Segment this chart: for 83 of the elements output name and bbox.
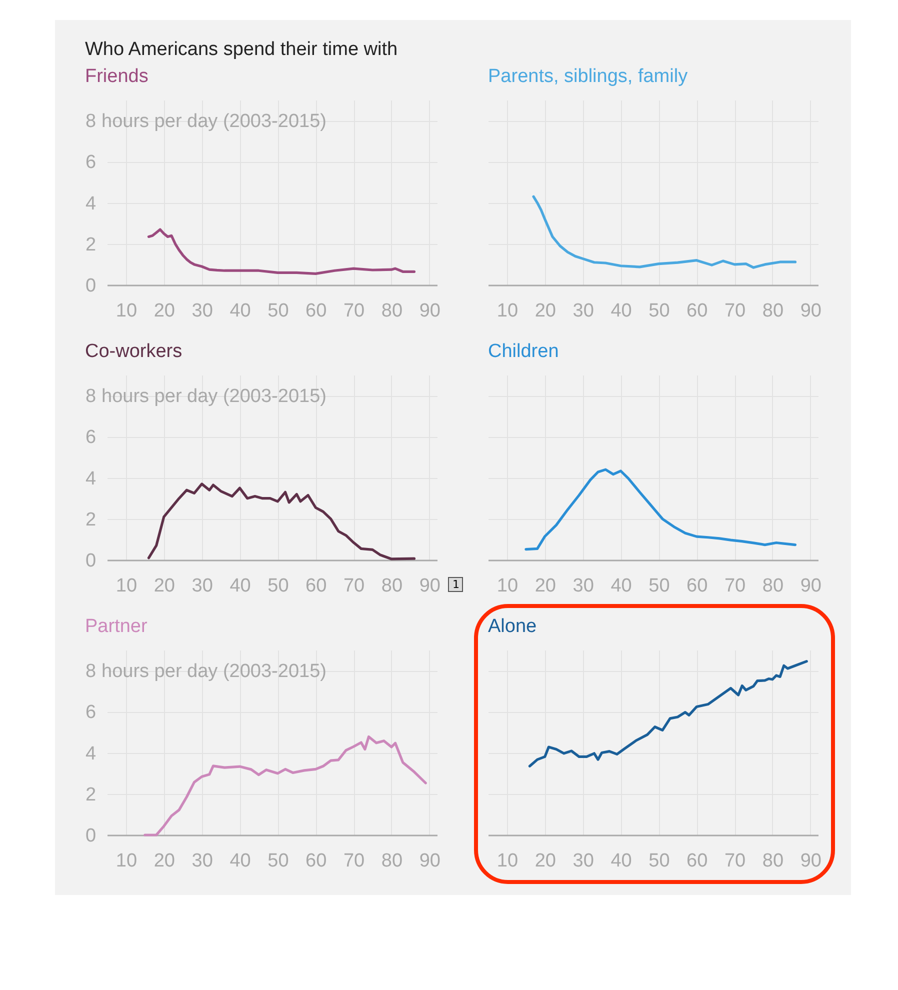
x-tick-label: 60 xyxy=(306,300,327,322)
x-tick-label: 10 xyxy=(496,300,518,322)
chart-title: Parents, siblings, family xyxy=(488,66,688,87)
line-series xyxy=(147,482,416,560)
x-tick-label: 60 xyxy=(306,576,327,596)
y-tick-label: 4 xyxy=(86,193,96,214)
x-tick-label: 50 xyxy=(648,850,670,872)
chart-subtitle: Friends xyxy=(85,66,148,87)
x-tick-label: 40 xyxy=(230,300,251,322)
x-tick-label: 60 xyxy=(686,576,708,596)
text: 1 xyxy=(448,576,464,592)
x-tick-label: 80 xyxy=(762,300,784,322)
x-tick-label: 20 xyxy=(154,300,175,322)
x-tick-label: 40 xyxy=(230,576,251,596)
y-tick-label: 4 xyxy=(86,743,96,764)
x-tick-label: 70 xyxy=(343,576,365,596)
x-tick-label: 30 xyxy=(192,300,213,322)
y-tick-label: 6 xyxy=(86,702,96,724)
x-tick-label: 30 xyxy=(572,850,594,872)
x-tick-label: 60 xyxy=(306,850,327,872)
x-tick-label: 90 xyxy=(419,850,440,872)
y-tick-label: 4 xyxy=(86,468,96,490)
x-tick-label: 50 xyxy=(268,576,289,596)
x-tick-label: 80 xyxy=(381,850,403,872)
x-tick-label: 40 xyxy=(610,850,632,872)
x-tick-label: 80 xyxy=(762,576,784,596)
y-tick-label: 2 xyxy=(86,234,96,256)
x-tick-label: 90 xyxy=(800,850,822,872)
y-tick-label: 2 xyxy=(86,509,96,530)
line-series xyxy=(144,735,427,836)
x-tick-label: 70 xyxy=(724,850,746,872)
x-tick-label: 90 xyxy=(800,300,822,322)
x-tick-label: 40 xyxy=(230,850,251,872)
x-tick-label: 30 xyxy=(572,300,594,322)
x-tick-label: 70 xyxy=(343,300,365,322)
x-tick-label: 50 xyxy=(268,850,289,872)
x-tick-label: 90 xyxy=(419,576,440,596)
x-tick-label: 20 xyxy=(154,850,175,872)
x-tick-label: 50 xyxy=(648,576,670,596)
y-tick-label: 0 xyxy=(86,550,96,572)
y-tick-label: 2 xyxy=(86,784,96,806)
x-tick-label: 50 xyxy=(648,300,670,322)
y-tick-label: 0 xyxy=(86,276,96,296)
x-tick-label: 60 xyxy=(686,850,708,872)
x-tick-label: 10 xyxy=(496,850,518,872)
y-axis-title: hours per day (2003-2015) xyxy=(102,111,326,132)
x-tick-label: 30 xyxy=(572,576,594,596)
y-tick-label: 8 xyxy=(86,661,96,682)
x-tick-label: 20 xyxy=(534,576,556,596)
x-tick-label: 70 xyxy=(343,850,365,872)
x-tick-label: 80 xyxy=(762,850,784,872)
x-tick-label: 30 xyxy=(192,850,213,872)
x-tick-label: 40 xyxy=(610,300,632,322)
x-tick-label: 60 xyxy=(686,300,708,322)
chart-title: Co-workers xyxy=(85,341,182,362)
y-tick-label: 6 xyxy=(86,427,96,448)
y-tick-label: 0 xyxy=(86,826,96,846)
y-tick-label: 8 xyxy=(86,111,96,132)
y-tick-label: 6 xyxy=(86,152,96,174)
x-tick-label: 90 xyxy=(800,576,822,596)
x-tick-label: 10 xyxy=(116,850,138,872)
x-tick-label: 50 xyxy=(268,300,289,322)
chart-title: Partner xyxy=(85,616,148,637)
x-tick-label: 40 xyxy=(610,576,632,596)
x-tick-label: 30 xyxy=(192,576,213,596)
x-tick-label: 90 xyxy=(419,300,440,322)
y-axis-title: hours per day (2003-2015) xyxy=(102,386,326,408)
x-tick-label: 70 xyxy=(724,576,746,596)
x-tick-label: 80 xyxy=(381,576,403,596)
x-tick-label: 20 xyxy=(154,576,175,596)
y-axis-title: hours per day (2003-2015) xyxy=(102,661,326,682)
x-tick-label: 10 xyxy=(116,576,138,596)
chart-title: Alone xyxy=(488,616,537,637)
x-tick-label: 20 xyxy=(534,300,556,322)
x-tick-label: 10 xyxy=(116,300,138,322)
x-tick-label: 10 xyxy=(496,576,518,596)
x-tick-label: 70 xyxy=(724,300,746,322)
x-tick-label: 80 xyxy=(381,300,403,322)
y-tick-label: 8 xyxy=(86,386,96,408)
chart-title: Children xyxy=(488,341,559,362)
line-series xyxy=(147,228,416,275)
chart-title: Who Americans spend their time with xyxy=(85,39,398,60)
x-tick-label: 20 xyxy=(534,850,556,872)
